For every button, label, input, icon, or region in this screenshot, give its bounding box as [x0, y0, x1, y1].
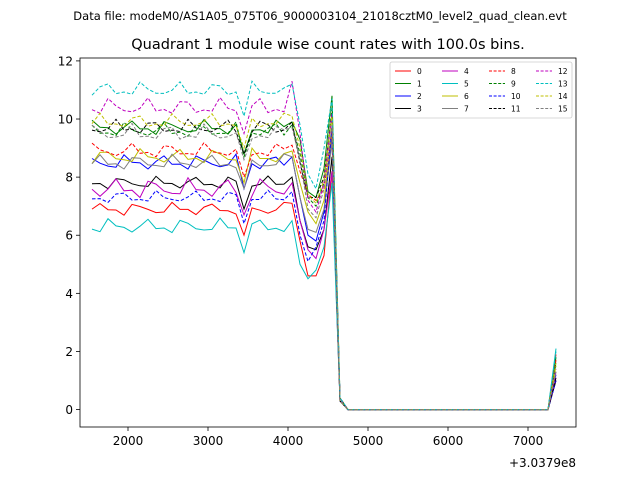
plot-area [91, 80, 557, 411]
legend-label-14: 14 [558, 92, 568, 101]
x-tick-label: 6000 [433, 434, 464, 448]
x-tick-label: 7000 [513, 434, 544, 448]
x-tick-label: 3000 [193, 434, 224, 448]
chart-title: Quadrant 1 module wise count rates with … [131, 37, 525, 53]
legend-label-0: 0 [417, 67, 422, 76]
legend-label-12: 12 [558, 67, 568, 76]
legend-label-7: 7 [464, 105, 469, 114]
legend-label-2: 2 [417, 92, 422, 101]
x-tick-label: 2000 [113, 434, 144, 448]
legend-label-3: 3 [417, 105, 422, 114]
suptitle: Data file: modeM0/AS1A05_075T06_90000031… [73, 9, 567, 23]
y-tick-label: 0 [65, 403, 73, 417]
series-line-12 [91, 81, 557, 411]
legend-label-9: 9 [511, 80, 516, 89]
series-line-15 [91, 122, 557, 411]
axes-frame [79, 57, 577, 428]
series-line-14 [91, 112, 557, 411]
legend-label-4: 4 [464, 67, 469, 76]
legend-label-5: 5 [464, 80, 469, 89]
legend-label-15: 15 [558, 105, 568, 114]
y-tick-label: 12 [58, 54, 73, 68]
legend-label-6: 6 [464, 92, 469, 101]
legend-label-10: 10 [511, 92, 521, 101]
legend-label-13: 13 [558, 80, 568, 89]
legend-box [389, 61, 573, 119]
legend-label-11: 11 [511, 105, 521, 114]
legend-label-1: 1 [417, 80, 422, 89]
x-tick-label: 4000 [273, 434, 304, 448]
y-tick-label: 6 [65, 229, 73, 243]
y-tick-label: 4 [65, 287, 73, 301]
series-line-8 [91, 127, 557, 411]
x-tick-label: 5000 [353, 434, 384, 448]
y-tick-label: 8 [65, 171, 73, 185]
y-tick-label: 10 [58, 113, 73, 127]
y-tick-label: 2 [65, 345, 73, 359]
legend-label-8: 8 [511, 67, 516, 76]
series-line-9 [91, 107, 557, 411]
x-offset-label: +3.0379e8 [509, 456, 576, 470]
